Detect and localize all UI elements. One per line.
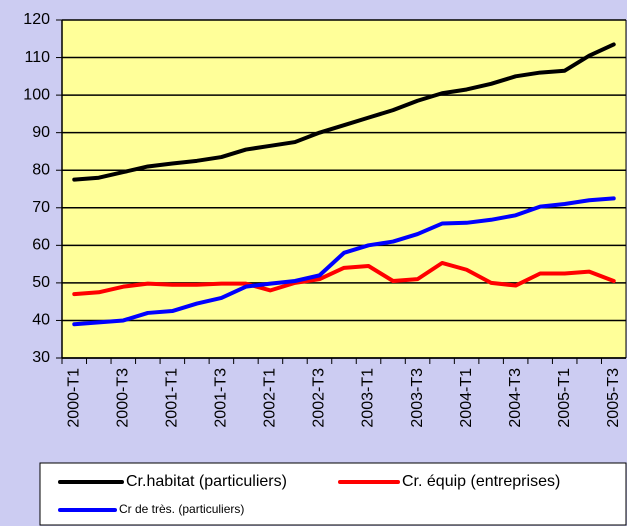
legend-label: Cr.habitat (particuliers)	[126, 473, 287, 490]
x-tick-label: 2002-T1	[262, 368, 279, 428]
y-tick-label: 50	[32, 274, 50, 291]
x-tick-label: 2002-T3	[311, 368, 328, 428]
y-tick-label: 60	[32, 237, 50, 254]
x-tick-label: 2001-T1	[164, 368, 181, 428]
x-tick-label: 2004-T3	[507, 368, 524, 428]
y-tick-label: 30	[32, 349, 50, 366]
x-tick-label: 2000-T1	[65, 368, 82, 428]
series-line	[72, 42, 616, 182]
legend-label: Cr. équip (entreprises)	[402, 473, 560, 490]
x-tick-label: 2005-T3	[605, 368, 622, 428]
x-tick-label: 2005-T1	[556, 368, 573, 428]
series-line	[72, 260, 616, 297]
y-tick-label: 110	[24, 49, 50, 66]
y-tick-label: 100	[23, 86, 50, 103]
x-tick-label: 2003-T3	[409, 368, 426, 428]
y-tick-label: 80	[32, 161, 50, 178]
x-tick-label: 2004-T1	[458, 368, 475, 428]
x-tick-label: 2001-T3	[213, 368, 230, 428]
y-tick-label: 90	[32, 124, 50, 141]
series-line	[72, 196, 616, 327]
plot-area	[62, 20, 626, 358]
legend-label: Cr de très. (particuliers)	[119, 502, 244, 516]
y-tick-label: 40	[32, 312, 50, 329]
y-tick-label: 70	[32, 199, 50, 216]
y-tick-label: 120	[23, 11, 50, 28]
x-tick-label: 2000-T3	[115, 368, 132, 428]
legend	[39, 462, 627, 526]
x-tick-label: 2003-T1	[360, 368, 377, 428]
